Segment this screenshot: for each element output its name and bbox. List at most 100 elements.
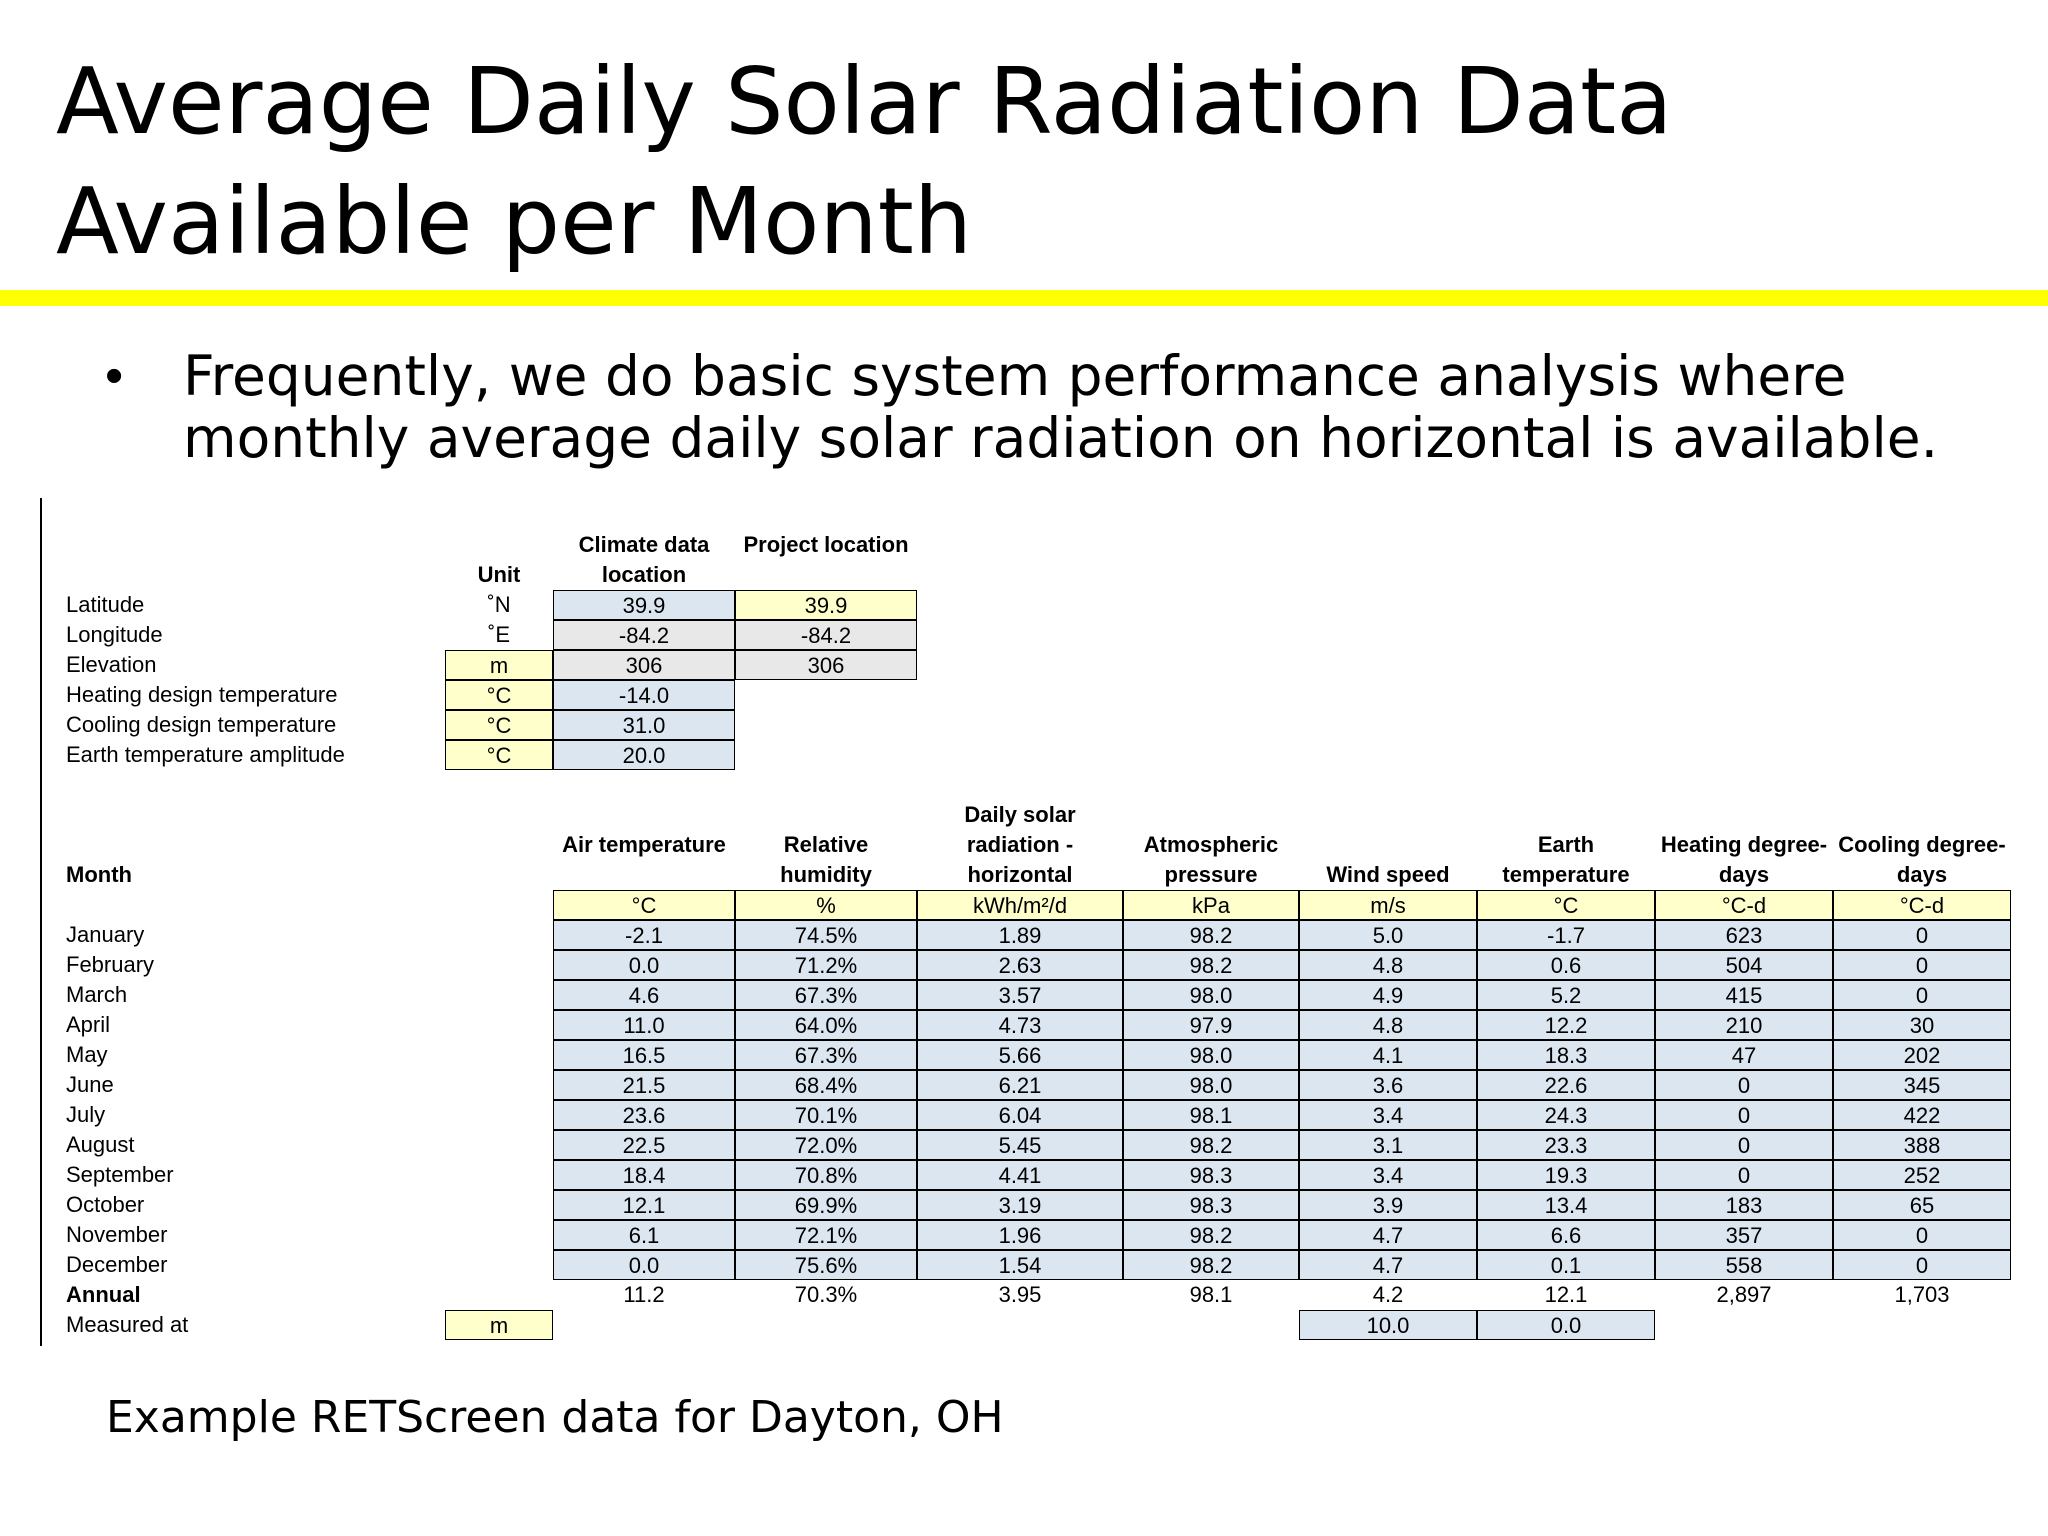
data-cell: 67.3% — [735, 980, 917, 1010]
data-cell: 3.1 — [1299, 1130, 1477, 1160]
bullet-icon: • — [105, 347, 124, 405]
unit-cell: kWh/m²/d — [917, 890, 1123, 920]
col-header-air-temp: Air temperature — [562, 832, 726, 857]
unit-cell: °C — [553, 890, 735, 920]
data-cell: 68.4% — [735, 1070, 917, 1100]
month-header: Month — [66, 862, 132, 887]
data-cell: 22.5 — [553, 1130, 735, 1160]
row-label: February — [66, 952, 155, 977]
data-cell: 18.3 — [1477, 1040, 1655, 1070]
data-cell: 24.3 — [1477, 1100, 1655, 1130]
climate-data-sheet: Unit Climate data location Project locat… — [40, 498, 2022, 1346]
row-label: December — [66, 1252, 168, 1277]
data-cell: 1.89 — [917, 920, 1123, 950]
data-cell: 3.57 — [917, 980, 1123, 1010]
data-cell: 388 — [1833, 1130, 2011, 1160]
data-cell: 415 — [1655, 980, 1833, 1010]
site-header-unit: Unit — [477, 562, 521, 587]
data-cell: -1.7 — [1477, 920, 1655, 950]
unit-cell: % — [735, 890, 917, 920]
row-label: August — [66, 1132, 135, 1157]
data-cell: 3.19 — [917, 1190, 1123, 1220]
data-cell: 98.3 — [1123, 1160, 1299, 1190]
annual-cell: 98.1 — [1189, 1282, 1233, 1307]
data-cell: 71.2% — [735, 950, 917, 980]
measured-unit-cell: m — [445, 1310, 553, 1340]
data-cell: 98.2 — [1123, 920, 1299, 950]
data-cell: 5.66 — [917, 1040, 1123, 1070]
data-cell: 3.4 — [1299, 1160, 1477, 1190]
col-header-earth-temp: Earth temperature — [1502, 832, 1630, 887]
data-cell: 72.0% — [735, 1130, 917, 1160]
unit-cell: °C-d — [1833, 890, 2011, 920]
data-cell: 1.54 — [917, 1250, 1123, 1280]
data-cell: 0 — [1833, 1220, 2011, 1250]
annual-cell: 2,897 — [1716, 1282, 1772, 1307]
data-cell: 4.8 — [1299, 950, 1477, 980]
measured-wind-cell: 10.0 — [1299, 1310, 1477, 1340]
data-cell: 30 — [1833, 1010, 2011, 1040]
data-cell: 72.1% — [735, 1220, 917, 1250]
data-cell: 6.1 — [553, 1220, 735, 1250]
data-cell: 65 — [1833, 1190, 2011, 1220]
col-header-pressure: Atmospheric pressure — [1143, 832, 1279, 887]
data-cell: 75.6% — [735, 1250, 917, 1280]
data-cell: 12.2 — [1477, 1010, 1655, 1040]
title-underline — [0, 290, 2048, 306]
data-cell: 4.7 — [1299, 1220, 1477, 1250]
site-header-project: Project location — [743, 532, 909, 557]
data-cell: 21.5 — [553, 1070, 735, 1100]
data-cell: 623 — [1655, 920, 1833, 950]
data-cell: 0 — [1833, 920, 2011, 950]
data-cell: 183 — [1655, 1190, 1833, 1220]
row-label: May — [66, 1042, 108, 1067]
data-cell: 252 — [1833, 1160, 2011, 1190]
data-cell: 0 — [1655, 1100, 1833, 1130]
data-cell: 11.0 — [553, 1010, 735, 1040]
data-cell: 19.3 — [1477, 1160, 1655, 1190]
data-cell: 47 — [1655, 1040, 1833, 1070]
data-cell: 4.9 — [1299, 980, 1477, 1010]
data-cell: 4.41 — [917, 1160, 1123, 1190]
data-cell: 0.0 — [553, 1250, 735, 1280]
data-cell: 558 — [1655, 1250, 1833, 1280]
annual-cell: 11.2 — [623, 1282, 665, 1307]
data-cell: 4.6 — [553, 980, 735, 1010]
col-header-wind: Wind speed — [1326, 862, 1450, 887]
data-cell: 98.2 — [1123, 1250, 1299, 1280]
data-cell: 6.04 — [917, 1100, 1123, 1130]
data-cell: 97.9 — [1123, 1010, 1299, 1040]
data-cell: 98.3 — [1123, 1190, 1299, 1220]
data-cell: 504 — [1655, 950, 1833, 980]
data-cell: 67.3% — [735, 1040, 917, 1070]
unit-cell: m/s — [1299, 890, 1477, 920]
data-cell: 5.2 — [1477, 980, 1655, 1010]
col-header-humidity: Relative humidity — [780, 832, 872, 887]
data-cell: 69.9% — [735, 1190, 917, 1220]
col-header-cdd: Cooling degree-days — [1838, 832, 2006, 887]
bullet-text: Frequently, we do basic system performan… — [183, 344, 1939, 470]
data-cell: 5.0 — [1299, 920, 1477, 950]
measured-earth-cell: 0.0 — [1477, 1310, 1655, 1340]
data-cell: 70.1% — [735, 1100, 917, 1130]
annual-cell: 1,703 — [1894, 1282, 1950, 1307]
data-cell: 22.6 — [1477, 1070, 1655, 1100]
data-cell: 98.2 — [1123, 950, 1299, 980]
data-cell: 4.8 — [1299, 1010, 1477, 1040]
data-cell: 98.2 — [1123, 1130, 1299, 1160]
row-label: Annual — [66, 1282, 141, 1307]
data-cell: 6.6 — [1477, 1220, 1655, 1250]
row-label: January — [66, 922, 145, 947]
slide-title: Average Daily Solar Radiation Data Avail… — [56, 48, 1673, 275]
data-cell: 5.45 — [917, 1130, 1123, 1160]
data-cell: 4.7 — [1299, 1250, 1477, 1280]
col-header-solar: Daily solar radiation - horizontal — [964, 802, 1076, 887]
data-cell: 18.4 — [553, 1160, 735, 1190]
data-cell: 0 — [1833, 950, 2011, 980]
row-label: Measured at — [66, 1312, 189, 1337]
data-cell: 4.73 — [917, 1010, 1123, 1040]
data-cell: 210 — [1655, 1010, 1833, 1040]
data-cell: 0 — [1655, 1070, 1833, 1100]
data-cell: 0.1 — [1477, 1250, 1655, 1280]
data-cell: 0 — [1655, 1130, 1833, 1160]
